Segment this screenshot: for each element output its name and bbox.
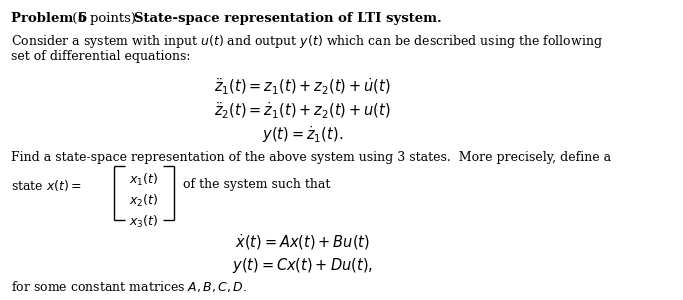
Text: $y(t) = Cx(t) + Du(t),$: $y(t) = Cx(t) + Du(t),$ — [232, 256, 373, 275]
Text: Problem 6: Problem 6 — [10, 12, 87, 25]
Text: $\ddot{z}_2(t) = \dot{z}_1(t) + z_2(t) + u(t)$: $\ddot{z}_2(t) = \dot{z}_1(t) + z_2(t) +… — [214, 100, 391, 121]
Text: $x_3(t)$: $x_3(t)$ — [129, 214, 158, 230]
Text: Find a state-space representation of the above system using 3 states.  More prec: Find a state-space representation of the… — [10, 151, 611, 164]
Text: $x_1(t)$: $x_1(t)$ — [129, 172, 158, 188]
Text: state $x(t) = $: state $x(t) = $ — [10, 178, 81, 193]
Text: (5 points).: (5 points). — [68, 12, 140, 25]
Text: Consider a system with input $u(t)$ and output $y(t)$ which can be described usi: Consider a system with input $u(t)$ and … — [10, 33, 602, 50]
Text: $\dot{x}(t) = Ax(t) + Bu(t)$: $\dot{x}(t) = Ax(t) + Bu(t)$ — [235, 232, 370, 252]
Text: of the system such that: of the system such that — [183, 178, 330, 191]
Text: $\ddot{z}_1(t) = z_1(t) + z_2(t) + \dot{u}(t)$: $\ddot{z}_1(t) = z_1(t) + z_2(t) + \dot{… — [214, 76, 391, 97]
Text: State-space representation of LTI system.: State-space representation of LTI system… — [133, 12, 441, 25]
Text: for some constant matrices $A, B, C, D.$: for some constant matrices $A, B, C, D.$ — [10, 279, 247, 294]
Text: set of differential equations:: set of differential equations: — [10, 50, 190, 63]
Text: $y(t) = \dot{z}_1(t).$: $y(t) = \dot{z}_1(t).$ — [262, 124, 344, 146]
Text: $x_2(t)$: $x_2(t)$ — [129, 193, 158, 209]
